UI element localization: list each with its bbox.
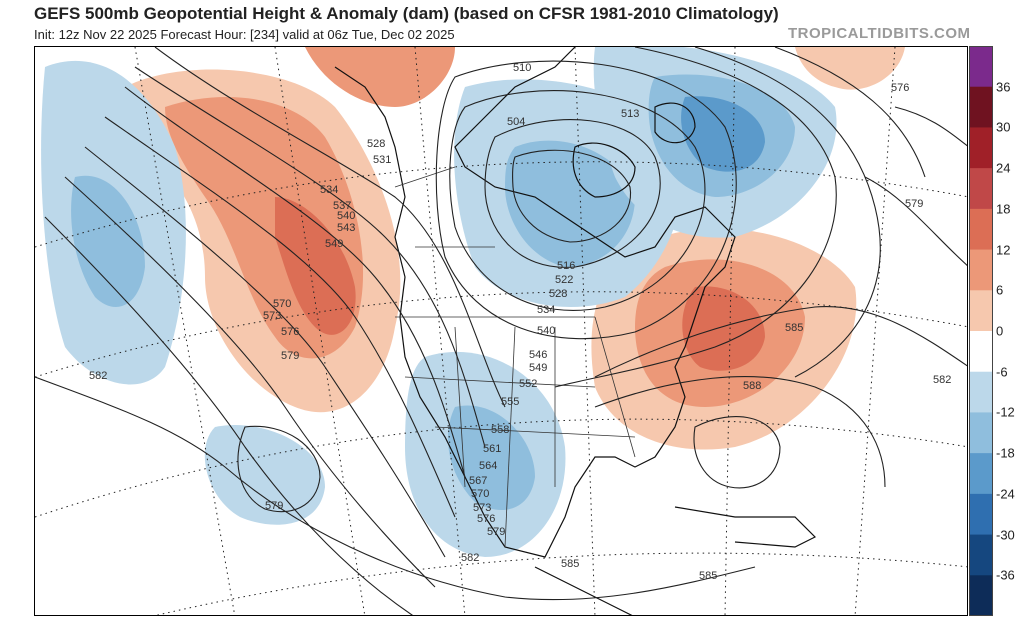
contour-label: 579 [265,500,283,512]
contour-label: 567 [469,475,487,487]
colorbar-swatch [969,493,993,536]
contour-label: 576 [477,513,495,525]
contour-label: 540 [537,325,555,337]
contour-label: 585 [785,322,803,334]
colorbar-swatch [969,168,993,210]
colorbar-tick-label: 12 [996,242,1011,258]
contour-label: 540 [337,210,355,222]
contour-label: 549 [529,362,547,374]
contour-label: 528 [549,288,567,300]
contour-label: 573 [263,310,281,322]
contour-label: 528 [367,138,385,150]
colorbar-swatch [969,331,993,373]
coastlines [334,47,817,615]
site-watermark: TROPICALTIDBITS.COM [788,25,971,42]
colorbar-tick-label: -24 [996,486,1015,502]
contour-label: 522 [555,274,573,286]
colorbar-swatch [969,127,993,169]
contour-labels: 510 504 513 528 531 534 537 540 543 549 … [89,62,951,582]
contour-label: 582 [89,370,107,382]
colorbar-swatch [969,46,993,88]
contour-label: 579 [905,198,923,210]
colorbar-swatch [969,453,993,495]
colorbar-tick-label: 30 [996,119,1011,135]
contour-label: 552 [519,378,537,390]
contour-label: 513 [621,108,639,120]
colorbar-tick-label: 36 [996,79,1011,95]
contour-label: 555 [501,396,519,408]
contour-label: 582 [461,552,479,564]
colorbar-tick-label: -36 [996,567,1015,583]
contour-label: 588 [743,380,761,392]
colorbar-tick-label: 0 [996,323,1004,339]
contour-label: 570 [471,488,489,500]
contour-label: 570 [273,298,291,310]
contour-label: 510 [513,62,531,74]
contour-label: 585 [561,558,579,570]
colorbar-tick-label: 18 [996,201,1011,217]
colorbar-tick-label: -12 [996,404,1015,420]
colorbar-outline [969,46,993,616]
contour-label: 561 [483,443,501,455]
contour-label: 534 [537,304,555,316]
colorbar-tick-label: -6 [996,364,1008,380]
colorbar-tick-label: -30 [996,527,1015,543]
contour-label: 579 [281,350,299,362]
colorbar-swatch [969,208,993,251]
colorbar-swatch [969,371,993,413]
state-borders [394,166,636,548]
contour-label: 573 [473,502,491,514]
colorbar-tick-label: -18 [996,445,1015,461]
contour-label: 546 [529,349,547,361]
contour-label: 516 [557,260,575,272]
height-contours [35,47,967,615]
colorbar-swatch [969,86,993,128]
chart-title: GEFS 500mb Geopotential Height & Anomaly… [34,4,779,23]
colorbar-swatch [969,290,993,332]
colorbar-swatch [969,575,993,617]
contour-label: 585 [699,570,717,582]
contour-label: 564 [479,460,497,472]
contour-label: 579 [487,526,505,538]
anomaly-colorbar [969,46,993,617]
contour-label: 537 [333,200,351,212]
colorbar-swatch [969,249,993,291]
map-canvas: 510 504 513 528 531 534 537 540 543 549 … [35,47,967,615]
colorbar-swatch [969,412,993,454]
contour-label: 504 [507,116,525,128]
contour-label: 582 [933,374,951,386]
contour-label: 549 [325,238,343,250]
contour-label: 576 [891,82,909,94]
colorbar-tick-label: 24 [996,160,1011,176]
colorbar-swatches [969,46,993,617]
colorbar-swatch [969,534,993,576]
map-panel: 510 504 513 528 531 534 537 540 543 549 … [34,46,968,616]
contour-label: 543 [337,222,355,234]
run-info: Init: 12z Nov 22 2025 Forecast Hour: [23… [34,27,455,42]
contour-label: 558 [491,424,509,436]
negative-anomaly-shading [41,47,837,557]
colorbar-tick-label: 6 [996,282,1004,298]
positive-anomaly-shading [125,47,905,450]
contour-label: 534 [320,184,338,196]
graticule [35,47,967,615]
contour-label: 576 [281,326,299,338]
contour-label: 531 [373,154,391,166]
